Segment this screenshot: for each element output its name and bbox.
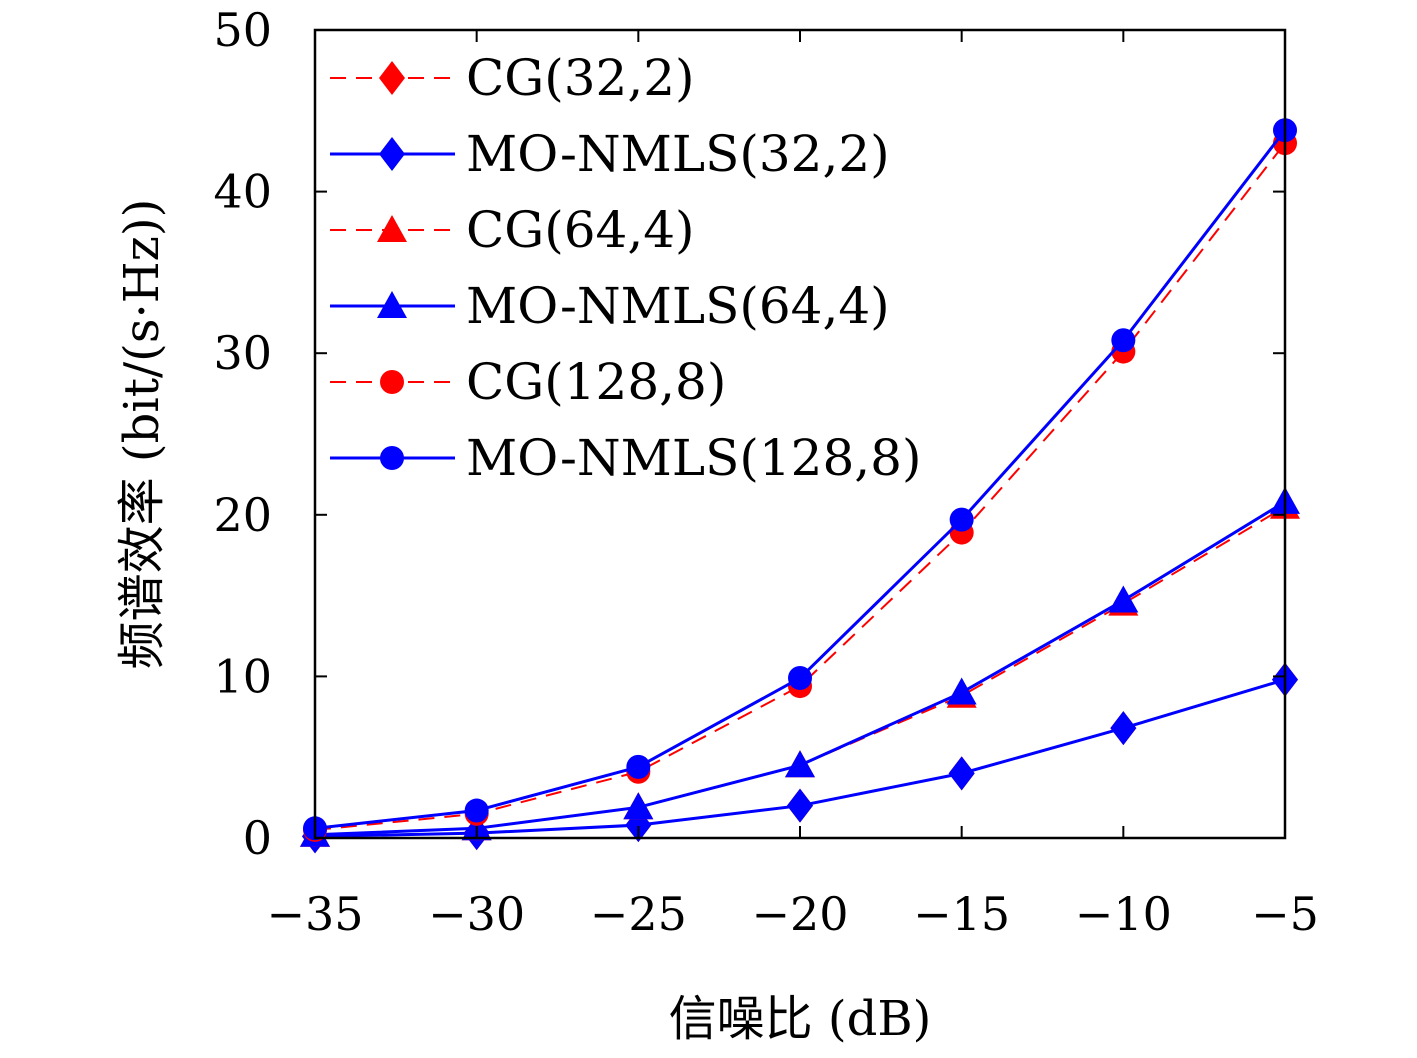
x-tick-label: −5 <box>1251 887 1319 941</box>
y-axis-label: 频谱效率 (bit/(s·Hz)) <box>114 199 170 670</box>
legend-entry: MO-NMLS(64,4) <box>330 277 890 335</box>
x-axis-label: 信噪比 (dB) <box>669 991 932 1047</box>
data-point <box>948 756 975 791</box>
x-tick-label: −35 <box>266 887 363 941</box>
legend-entry: CG(64,4) <box>330 201 695 259</box>
legend-label: CG(128,8) <box>466 353 726 411</box>
y-tick-label: 30 <box>213 326 272 380</box>
x-tick-label: −10 <box>1075 887 1172 941</box>
y-tick-label: 20 <box>213 488 272 542</box>
x-tick-label: −20 <box>751 887 848 941</box>
legend-label: CG(32,2) <box>466 49 695 107</box>
data-point <box>626 754 651 779</box>
data-point <box>1108 585 1139 613</box>
data-point <box>787 788 813 823</box>
legend-marker <box>379 61 405 95</box>
x-tick-label: −25 <box>590 887 687 941</box>
y-tick-label: 40 <box>213 165 272 219</box>
legend-entry: MO-NMLS(128,8) <box>330 429 921 487</box>
x-tick-label: −30 <box>428 887 525 941</box>
data-point <box>464 798 489 823</box>
data-point <box>623 792 654 820</box>
data-point <box>946 677 977 705</box>
y-tick-label: 0 <box>243 811 272 865</box>
data-point <box>1110 711 1137 746</box>
legend-label: MO-NMLS(128,8) <box>466 429 921 487</box>
legend-label: CG(64,4) <box>466 201 695 259</box>
legend-marker <box>377 291 407 318</box>
legend-label: MO-NMLS(64,4) <box>466 277 890 335</box>
legend-entry: MO-NMLS(32,2) <box>330 125 890 183</box>
legend-marker <box>377 215 407 242</box>
legend-marker <box>380 370 404 394</box>
x-tick-label: −15 <box>913 887 1010 941</box>
legend-entry: CG(128,8) <box>330 353 726 411</box>
data-point <box>788 666 812 691</box>
series-6 <box>303 118 1297 841</box>
y-tick-label: 50 <box>213 3 272 57</box>
data-point <box>949 507 974 532</box>
y-tick-label: 10 <box>213 649 272 703</box>
legend: CG(32,2) MO-NMLS(32,2) CG(64,4) MO-NMLS(64,… <box>330 49 921 487</box>
data-point <box>1111 328 1136 353</box>
legend-marker <box>380 446 404 470</box>
data-point <box>785 750 815 778</box>
legend-label: MO-NMLS(32,2) <box>466 125 890 183</box>
legend-entry: CG(32,2) <box>330 49 695 107</box>
legend-marker <box>379 137 405 171</box>
axes-ticks: −35 −30 −25 −20 −15 −10 −5 0 10 20 30 40 50 <box>213 3 1318 941</box>
